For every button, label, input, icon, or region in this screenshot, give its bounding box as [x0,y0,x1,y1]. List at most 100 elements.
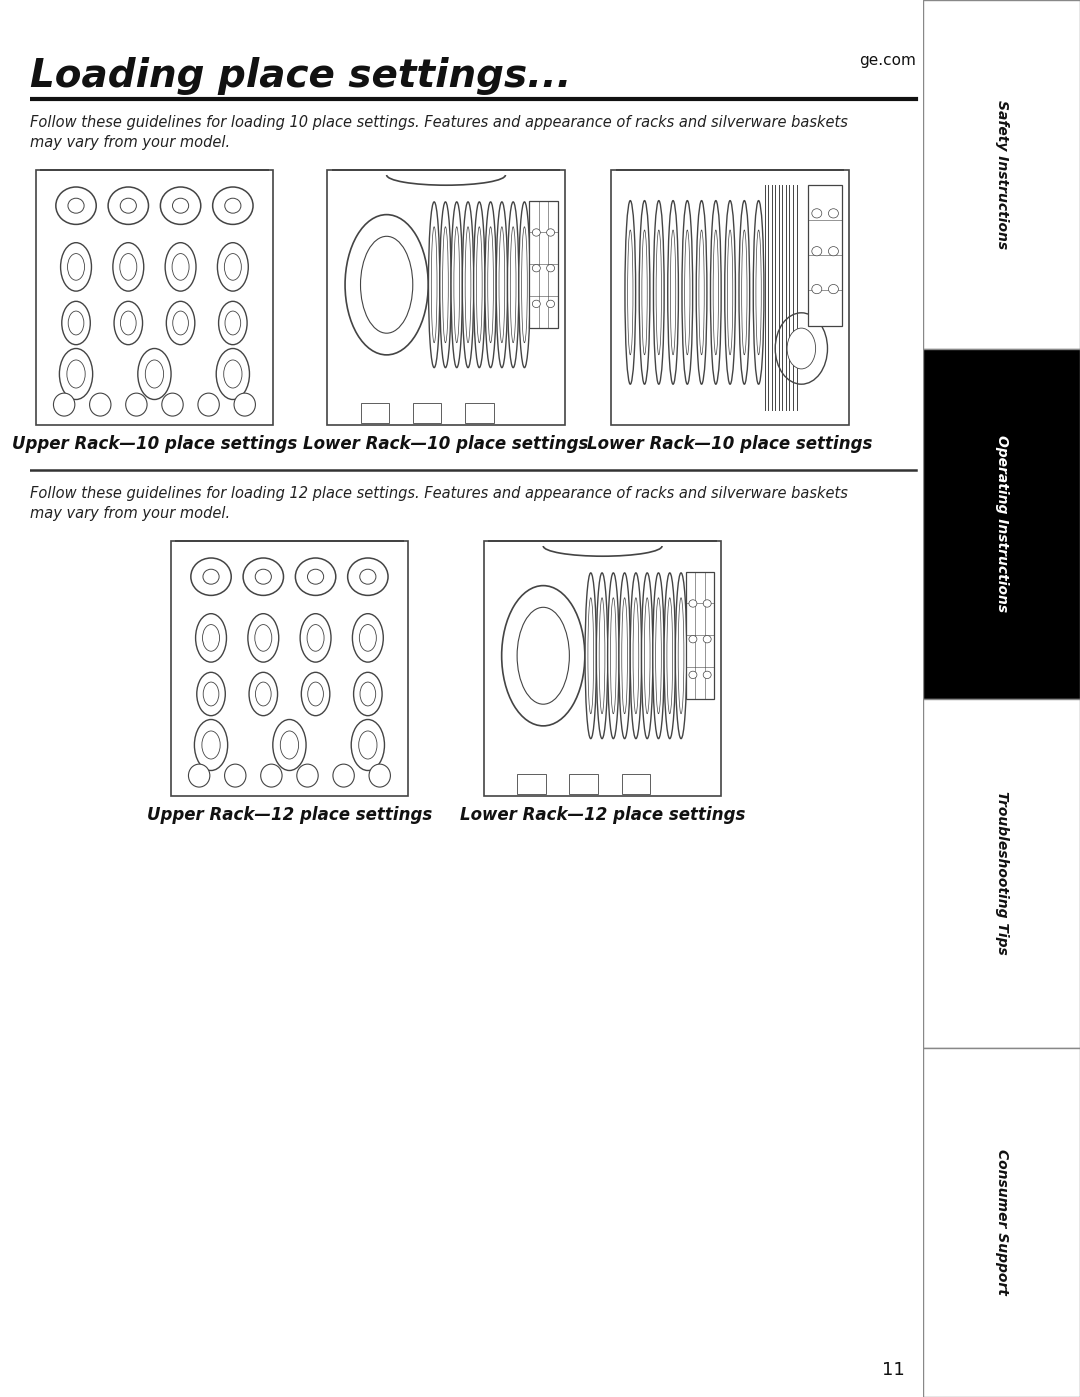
Ellipse shape [431,226,437,342]
Ellipse shape [828,247,838,256]
Ellipse shape [546,264,554,272]
Ellipse shape [255,624,272,651]
Ellipse shape [454,226,460,342]
Text: Consumer Support: Consumer Support [995,1150,1009,1295]
Ellipse shape [243,557,283,595]
Ellipse shape [333,764,354,787]
Ellipse shape [664,573,675,739]
Ellipse shape [218,302,247,345]
Ellipse shape [657,231,661,355]
Ellipse shape [485,203,497,367]
Ellipse shape [675,573,687,739]
Ellipse shape [667,598,673,714]
Ellipse shape [125,393,147,416]
Ellipse shape [631,573,642,739]
Ellipse shape [678,598,684,714]
Ellipse shape [225,254,241,281]
Bar [484,541,721,796]
Ellipse shape [619,573,631,739]
Ellipse shape [671,231,676,355]
Text: Operating Instructions: Operating Instructions [995,436,1009,612]
Bar [361,402,389,423]
Ellipse shape [667,201,678,384]
Ellipse shape [138,348,171,400]
Ellipse shape [90,393,111,416]
Ellipse shape [203,682,219,705]
Ellipse shape [197,672,226,715]
Bar [569,774,598,793]
Bar [923,0,1080,349]
Ellipse shape [585,573,596,739]
Ellipse shape [191,557,231,595]
Bar [36,170,273,425]
Ellipse shape [173,198,189,214]
Ellipse shape [656,598,661,714]
Ellipse shape [522,226,527,342]
Ellipse shape [120,198,136,214]
Ellipse shape [588,598,594,714]
Ellipse shape [216,348,249,400]
Ellipse shape [172,254,189,281]
Ellipse shape [653,201,664,384]
Ellipse shape [440,203,451,367]
Ellipse shape [273,719,306,771]
Text: ge.com: ge.com [859,53,916,68]
Ellipse shape [301,672,329,715]
Ellipse shape [213,187,253,225]
Ellipse shape [703,636,711,643]
Ellipse shape [308,569,324,584]
Bar [529,201,557,328]
Ellipse shape [198,393,219,416]
Ellipse shape [60,243,92,291]
Ellipse shape [360,624,376,651]
Ellipse shape [225,312,241,335]
Ellipse shape [203,624,219,651]
Ellipse shape [652,573,664,739]
Ellipse shape [256,682,271,705]
Text: Lower Rack—12 place settings: Lower Rack—12 place settings [460,806,745,824]
Text: 11: 11 [882,1361,905,1379]
Ellipse shape [725,201,735,384]
Ellipse shape [260,764,282,787]
Ellipse shape [369,764,391,787]
Text: Loading place settings...: Loading place settings... [30,57,571,95]
Ellipse shape [255,569,271,584]
Ellipse shape [465,226,471,342]
Bar [809,186,841,326]
Ellipse shape [713,231,718,355]
Ellipse shape [511,226,516,342]
Ellipse shape [596,573,608,739]
Ellipse shape [54,393,75,416]
Ellipse shape [546,300,554,307]
Ellipse shape [121,312,136,335]
Ellipse shape [812,247,822,256]
Ellipse shape [517,608,569,704]
Ellipse shape [173,312,188,335]
Ellipse shape [496,203,508,367]
Ellipse shape [753,201,764,384]
Ellipse shape [532,264,540,272]
Bar [465,402,494,423]
Ellipse shape [742,231,747,355]
Ellipse shape [194,719,228,771]
Ellipse shape [499,226,504,342]
Bar [327,170,565,425]
Ellipse shape [351,719,384,771]
Ellipse shape [59,348,93,400]
Ellipse shape [488,226,494,342]
Ellipse shape [359,731,377,759]
Ellipse shape [203,569,219,584]
Ellipse shape [224,360,242,388]
Ellipse shape [501,585,585,726]
Ellipse shape [352,613,383,662]
Ellipse shape [610,598,617,714]
Text: Follow these guidelines for loading 10 place settings. Features and appearance o: Follow these guidelines for loading 10 p… [30,115,848,151]
Bar [611,170,849,425]
Bar [686,571,714,698]
Ellipse shape [295,557,336,595]
Text: Troubleshooting Tips: Troubleshooting Tips [995,791,1009,956]
Ellipse shape [67,360,85,388]
Ellipse shape [234,393,255,416]
Ellipse shape [68,198,84,214]
Ellipse shape [360,569,376,584]
